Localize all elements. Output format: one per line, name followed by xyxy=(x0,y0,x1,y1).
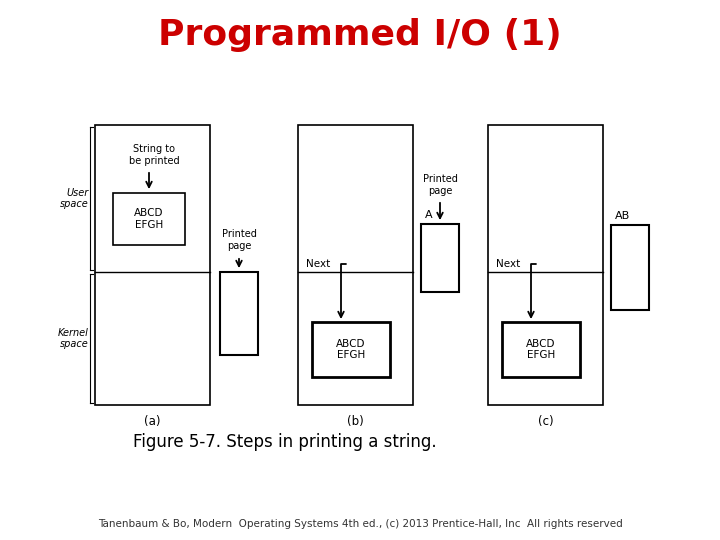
Bar xyxy=(421,224,459,292)
Text: Tanenbaum & Bo, Modern  Operating Systems 4th ed., (c) 2013 Prentice-Hall, Inc  : Tanenbaum & Bo, Modern Operating Systems… xyxy=(98,519,622,529)
Text: (a): (a) xyxy=(144,415,161,428)
Text: Next: Next xyxy=(306,259,330,269)
Text: (b): (b) xyxy=(347,415,364,428)
Bar xyxy=(502,322,580,377)
Text: Figure 5-7. Steps in printing a string.: Figure 5-7. Steps in printing a string. xyxy=(133,433,437,451)
Text: A: A xyxy=(425,210,433,220)
Text: Printed
page: Printed page xyxy=(423,174,457,196)
Text: (c): (c) xyxy=(538,415,553,428)
Bar xyxy=(611,225,649,310)
Text: AB: AB xyxy=(615,211,630,221)
Text: Printed
page: Printed page xyxy=(222,229,256,251)
Bar xyxy=(220,272,258,355)
Text: ABCD
EFGH: ABCD EFGH xyxy=(134,208,163,230)
Text: Programmed I/O (1): Programmed I/O (1) xyxy=(158,18,562,52)
Text: ABCD
EFGH: ABCD EFGH xyxy=(526,339,556,360)
Text: User
space: User space xyxy=(60,188,89,210)
Text: ABCD
EFGH: ABCD EFGH xyxy=(336,339,366,360)
Bar xyxy=(113,193,185,245)
Bar xyxy=(312,322,390,377)
Bar xyxy=(488,125,603,405)
Text: String to
be printed: String to be printed xyxy=(129,144,179,166)
Bar xyxy=(298,125,413,405)
Text: Kernel
space: Kernel space xyxy=(58,328,89,349)
Bar xyxy=(95,125,210,405)
Text: Next: Next xyxy=(496,259,521,269)
